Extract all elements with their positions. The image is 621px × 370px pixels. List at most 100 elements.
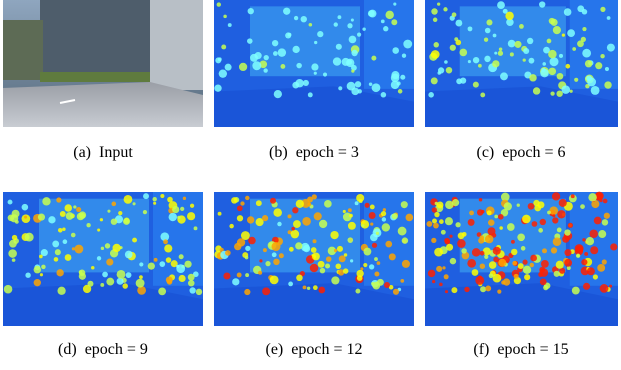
heat-spot <box>21 203 29 211</box>
heat-spot <box>488 273 494 279</box>
heat-spot <box>529 262 535 268</box>
heat-spot <box>594 191 604 201</box>
heat-spot <box>487 219 495 226</box>
heat-spot <box>252 61 262 71</box>
heat-spot <box>333 22 338 27</box>
heat-spot <box>498 258 507 267</box>
heat-spot <box>498 47 503 51</box>
heat-spot <box>301 242 310 252</box>
heat-spot <box>24 215 28 219</box>
heat-spot <box>427 269 436 278</box>
heat-spot <box>451 287 458 294</box>
heat-spot <box>229 223 234 229</box>
heat-spot <box>288 246 294 252</box>
heat-spot <box>503 202 512 211</box>
heat-spot <box>247 38 253 44</box>
heat-spot <box>513 273 519 279</box>
heat-spot <box>153 201 157 205</box>
heat-spot <box>335 263 342 270</box>
heat-spot <box>600 6 606 12</box>
heat-spot <box>459 48 468 57</box>
road-region <box>3 283 203 326</box>
heat-spot <box>532 87 541 95</box>
heat-spot <box>372 281 381 290</box>
heat-spot <box>351 87 360 96</box>
heat-spot <box>263 68 268 73</box>
heat-spot <box>240 201 245 206</box>
heat-spot <box>319 267 326 274</box>
heat-spot <box>449 257 457 265</box>
heat-spot <box>244 288 251 296</box>
heat-spot <box>391 71 400 80</box>
heat-spot <box>221 44 227 50</box>
heat-spot <box>396 81 401 86</box>
caption: (b) epoch = 3 <box>269 144 359 161</box>
heat-spot <box>3 284 13 294</box>
heat-spot <box>484 55 491 63</box>
heat-spot <box>370 233 378 242</box>
heat-spot <box>604 81 612 89</box>
heat-spot <box>369 204 375 210</box>
heat-spot <box>277 48 287 57</box>
heat-spot <box>492 246 501 255</box>
heat-spot <box>238 62 248 72</box>
heat-spot <box>597 263 606 272</box>
heat-spot <box>259 259 263 263</box>
heat-spot <box>39 254 43 259</box>
heat-spot <box>539 278 547 286</box>
heat-spot <box>517 263 524 270</box>
heat-spot <box>258 270 263 275</box>
heat-spot <box>556 90 563 97</box>
heat-spot <box>580 204 585 209</box>
hedge <box>40 72 150 82</box>
heat-spot <box>405 213 414 222</box>
heatmap-image <box>425 191 618 326</box>
heat-spot <box>308 22 313 27</box>
heat-spot <box>520 246 526 251</box>
heat-spot <box>124 250 133 259</box>
heat-spot <box>214 84 222 92</box>
heat-spot <box>513 276 522 285</box>
heat-spot <box>488 261 497 269</box>
heat-spot <box>170 260 178 268</box>
heat-spot <box>561 33 566 37</box>
heat-spot <box>132 202 136 206</box>
heat-spot <box>112 243 121 253</box>
heat-spot <box>479 250 485 256</box>
heat-spot <box>444 290 449 294</box>
heat-spot <box>11 234 18 241</box>
heat-spot <box>443 274 449 280</box>
heat-spot <box>259 60 268 69</box>
heat-spot <box>604 67 609 72</box>
heat-spot <box>245 195 250 201</box>
heat-spot <box>309 263 319 273</box>
heat-spot <box>433 222 439 229</box>
heat-spot <box>493 256 499 263</box>
heat-spot <box>559 267 566 274</box>
heat-spot <box>236 205 243 212</box>
heat-spot <box>356 269 364 278</box>
heat-spot <box>223 272 231 280</box>
heat-spot <box>587 77 597 87</box>
heat-spot <box>552 214 556 218</box>
heat-spot <box>56 269 64 277</box>
heat-spot <box>8 249 17 258</box>
heat-spot <box>100 283 105 287</box>
heat-spot <box>467 26 473 32</box>
heat-spot <box>555 260 564 269</box>
heat-spot <box>65 212 74 220</box>
heat-spot <box>467 258 477 268</box>
heat-spot <box>152 197 157 202</box>
trees <box>3 20 43 80</box>
heat-spot <box>376 261 381 265</box>
heat-spot <box>261 215 269 222</box>
heat-spot <box>262 248 267 253</box>
heat-spot <box>187 279 195 287</box>
heat-spot <box>218 69 228 78</box>
heat-spot <box>575 245 584 254</box>
heat-spot <box>432 17 438 23</box>
heat-spot <box>505 11 514 21</box>
heat-spot <box>318 286 326 294</box>
heat-spot <box>296 274 303 282</box>
heat-spot <box>270 197 277 204</box>
